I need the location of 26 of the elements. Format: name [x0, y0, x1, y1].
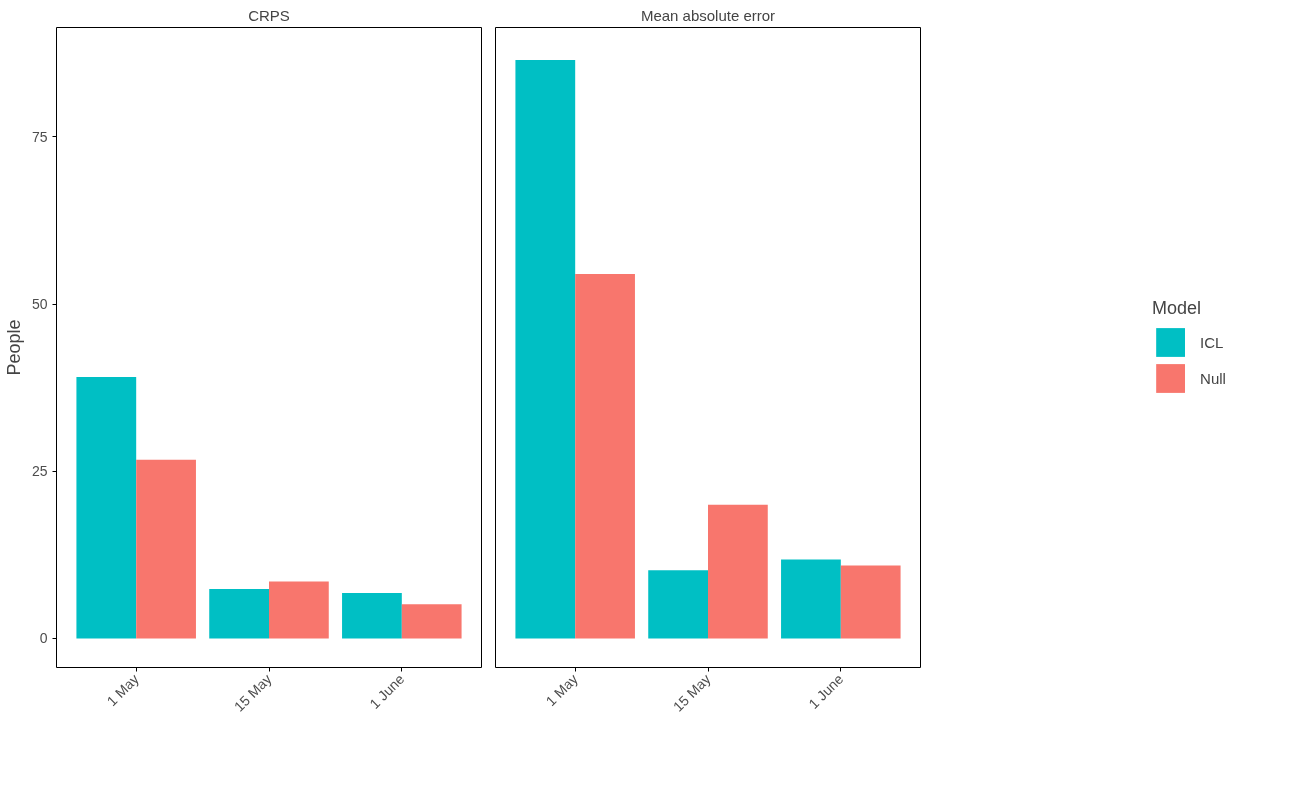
bar — [209, 588, 269, 639]
bar — [515, 59, 576, 639]
y-tick-label: 25 — [31, 463, 48, 480]
y-axis-title: People — [3, 319, 24, 376]
legend-title: Model — [1152, 298, 1203, 319]
y-tick-label: 0 — [39, 630, 48, 647]
chart-title: Mean absolute error — [640, 6, 776, 24]
legend-label: ICL — [1200, 333, 1224, 351]
bar — [575, 273, 635, 639]
bar — [401, 604, 462, 639]
bar — [269, 581, 329, 639]
x-tick-label: 15 May — [669, 670, 714, 715]
y-tick-label: 75 — [31, 128, 48, 145]
bar — [648, 570, 708, 639]
y-tick-label: 50 — [31, 296, 48, 313]
bar — [840, 565, 901, 639]
x-tick-label: 15 May — [230, 670, 275, 715]
chart-title: CRPS — [248, 6, 290, 24]
bar — [342, 592, 402, 639]
bar — [781, 559, 841, 639]
bar — [76, 376, 137, 639]
x-tick-label: 1 May — [542, 670, 581, 710]
bar — [708, 504, 768, 639]
bar — [136, 459, 196, 639]
x-tick-label: 1 May — [103, 670, 142, 710]
legend-label: Null — [1200, 369, 1226, 387]
